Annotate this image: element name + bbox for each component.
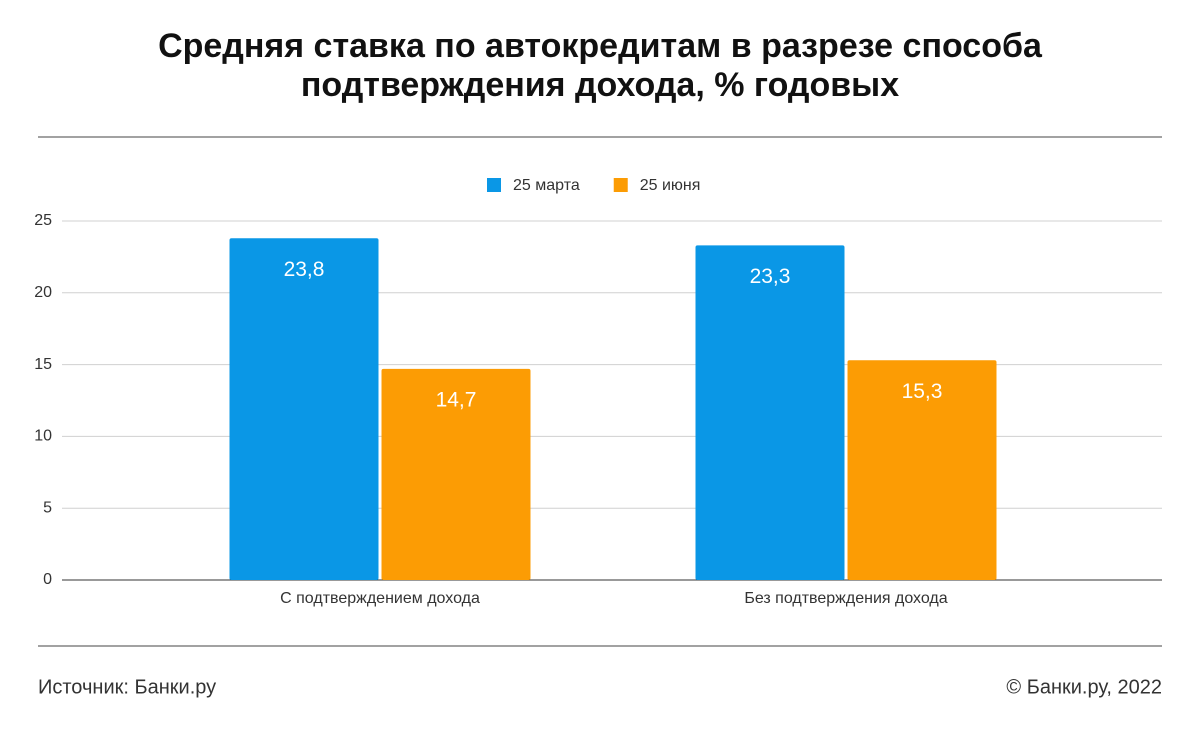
y-tick-label: 15 (34, 356, 52, 373)
value-label: 14,7 (436, 388, 477, 411)
copyright: © Банки.ру, 2022 (1006, 676, 1162, 698)
chart-title: Средняя ставка по автокредитам в разрезе… (158, 27, 1043, 65)
value-label: 15,3 (902, 380, 943, 403)
legend-label: 25 марта (513, 177, 580, 194)
value-label: 23,8 (284, 258, 325, 281)
x-tick-label: Без подтверждения дохода (744, 590, 947, 607)
legend-swatch (487, 178, 501, 192)
bar (695, 245, 845, 581)
legend-swatch (613, 178, 628, 192)
y-tick-label: 25 (34, 212, 52, 229)
y-tick-label: 20 (34, 284, 52, 301)
value-label: 23,3 (750, 265, 791, 288)
bar (229, 238, 379, 580)
chart-title: подтверждения дохода, % годовых (301, 66, 899, 104)
x-tick-label: С подтверждением дохода (280, 590, 480, 607)
y-tick-label: 0 (43, 571, 52, 588)
bar (847, 360, 997, 580)
legend-label: 25 июня (640, 177, 701, 194)
bar (381, 368, 531, 580)
y-tick-label: 5 (43, 499, 52, 516)
y-tick-label: 10 (34, 428, 52, 445)
source: Источник: Банки.ру (38, 676, 216, 698)
